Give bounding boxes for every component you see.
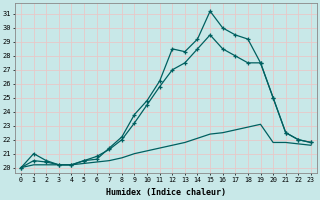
X-axis label: Humidex (Indice chaleur): Humidex (Indice chaleur) [106,188,226,197]
